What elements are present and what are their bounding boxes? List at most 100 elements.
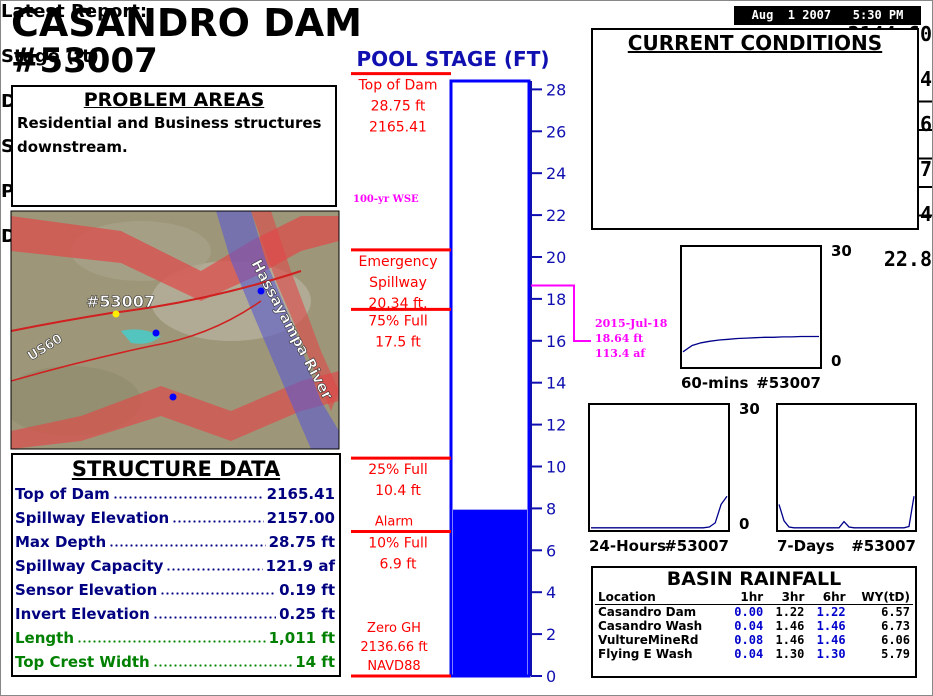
structure-label: Spillway Elevation (15, 509, 170, 527)
y-tick-label: 20 (546, 248, 566, 267)
leader (160, 592, 277, 595)
rainfall-cell: 6.06 (881, 633, 910, 647)
structure-row: Top of Dam 2165.41 (15, 485, 335, 503)
rainfall-cell: Casandro Dam (598, 605, 697, 619)
rainfall-cell: 6.57 (881, 605, 910, 619)
mini-line (778, 496, 915, 529)
structure-title: STRUCTURE DATA (71, 457, 281, 481)
rainfall-title: BASIN RAINFALL (666, 568, 842, 590)
mini-station: #53007 (851, 537, 916, 555)
level-label: 6.9 ft (380, 556, 417, 572)
y-tick-label: 8 (546, 499, 556, 518)
mini-frame (588, 403, 730, 532)
mini-tick-label: 0 (831, 352, 841, 370)
y-tick-label: 4 (546, 583, 556, 602)
column-header: 1hr (725, 590, 767, 605)
mini-name: 7-Days (777, 537, 835, 555)
structure-label: Spillway Capacity (15, 557, 164, 575)
mini-tick-label: 30 (739, 400, 760, 418)
rainfall-cell: Casandro Wash (598, 619, 703, 633)
structure-label: Max Depth (15, 533, 107, 551)
leader (152, 664, 293, 667)
problem-title: PROBLEM AREAS (83, 89, 265, 111)
leader (109, 544, 266, 547)
rainfall-cell: 5.79 (881, 647, 910, 661)
y-tick-label: 16 (546, 332, 566, 351)
structure-value: 121.9 af (265, 557, 335, 575)
mini-line (682, 335, 819, 353)
level-label: NAVD88 (367, 659, 420, 674)
rainfall-cell: Flying E Wash (598, 647, 693, 661)
y-tick-label: 28 (546, 80, 566, 99)
current-conditions: CURRENT CONDITIONS (591, 28, 919, 230)
rainfall-cell: 1.22 (816, 605, 846, 619)
structure-row: Max Depth 28.75 ft (15, 533, 335, 551)
map-frame (10, 210, 340, 450)
rainfall-cell: 0.04 (734, 619, 764, 633)
record-label: 2015-Jul-18 (595, 317, 668, 330)
structure-label: Top Crest Width (15, 653, 150, 671)
annotation: 100-yr WSE (353, 194, 419, 205)
y-tick-label: 10 (546, 457, 566, 476)
y-tick-label: 18 (546, 290, 566, 309)
structure-label: Invert Elevation (15, 605, 150, 623)
y-tick-label: 24 (546, 164, 566, 183)
rainfall-cell: 1.22 (775, 605, 805, 619)
level-label: Emergency (359, 254, 438, 270)
basin-rainfall: BASIN RAINFALL Location 1hr 3hr 6hr WY(tD) Ca… (591, 566, 917, 678)
mini-tick-label: 0 (739, 515, 749, 533)
rainfall-cell: 1.46 (775, 619, 805, 633)
leader (152, 616, 277, 619)
level-label: Top of Dam (357, 78, 437, 94)
timestamp: Aug 1 2007 5:30 PM (751, 8, 904, 22)
y-tick-label: 14 (546, 374, 566, 393)
structure-row: Spillway Elevation 2157.00 (15, 509, 335, 527)
structure-row: Invert Elevation 0.25 ft (15, 605, 335, 623)
rainfall-row: VultureMineRd 0.08 1.46 1.46 6.06 (595, 633, 913, 647)
timestamp-bg (734, 6, 921, 25)
rainfall-cell: 1.30 (775, 647, 805, 661)
structure-value: 28.75 ft (268, 533, 335, 551)
stage-bar (453, 509, 527, 676)
structure-value: 0.25 ft (279, 605, 335, 623)
rainfall-row: Flying E Wash 0.04 1.30 1.30 5.79 (595, 647, 913, 661)
structure-value: 0.19 ft (279, 581, 335, 599)
map (11, 211, 339, 449)
y-tick-label: 6 (546, 541, 556, 560)
problem-text: Residential and Business structures down… (17, 114, 322, 156)
mini-name: 24-Hours (589, 537, 666, 555)
structure-row: Length 1,011 ft (15, 629, 335, 647)
column-header: 6hr (807, 590, 849, 605)
record-label: 18.64 ft (595, 332, 644, 345)
level-label: 10.4 ft (375, 483, 421, 499)
y-tick-label: 22 (546, 206, 566, 225)
level-label: 75% Full (368, 313, 428, 329)
level-label: 2165.41 (369, 120, 427, 136)
rainfall-cell: 0.00 (734, 605, 764, 619)
mini-name: 60-mins (681, 374, 749, 392)
rainfall-cell: 0.08 (734, 633, 764, 647)
structure-row: Top Crest Width 14 ft (15, 653, 335, 671)
structure-data: STRUCTURE DATA Top of Dam 2165.41 Spillway… (11, 453, 341, 677)
y-tick-label: 0 (546, 667, 556, 686)
leader (112, 496, 264, 499)
mini-tick-label: 30 (831, 242, 852, 260)
structure-label: Sensor Elevation (15, 581, 158, 599)
rainfall-row: Casandro Dam 0.00 1.22 1.22 6.57 (595, 605, 913, 619)
conditions-title: CURRENT CONDITIONS (627, 31, 883, 55)
condition-label: Stage (ft) (1, 46, 99, 67)
rainfall-cell: VultureMineRd (598, 633, 699, 647)
level-label: 2136.66 ft (360, 640, 427, 655)
leader (172, 520, 264, 523)
structure-value: 2165.41 (266, 485, 335, 503)
mini-line (591, 495, 728, 529)
level-label: Spillway (369, 275, 427, 291)
leader (166, 568, 263, 571)
structure-row: Spillway Capacity 121.9 af (15, 557, 335, 575)
structure-label: Top of Dam (15, 485, 110, 503)
condition-value: 22.8 (883, 247, 932, 271)
y-tick-label: 2 (546, 625, 556, 644)
record-marker (531, 284, 591, 342)
